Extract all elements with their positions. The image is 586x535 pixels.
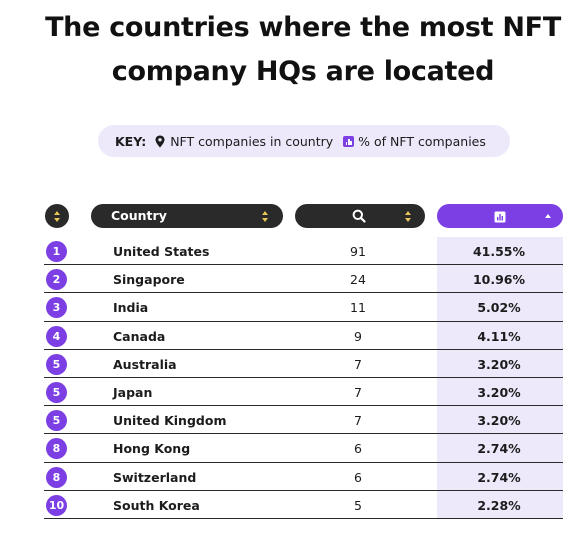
count-cell: 7 bbox=[354, 413, 362, 429]
percent-cell: 3.20% bbox=[477, 413, 521, 429]
page-title: The countries where the most NFT company… bbox=[0, 6, 586, 94]
table-row: 10 South Korea 5 2.28% bbox=[44, 491, 563, 519]
location-pin-icon bbox=[155, 135, 165, 148]
sort-icon bbox=[405, 211, 412, 222]
title-line-1: The countries where the most NFT bbox=[45, 12, 561, 43]
table-row: 2 Singapore 24 10.96% bbox=[44, 265, 563, 294]
country-cell: United Kingdom bbox=[113, 413, 227, 429]
table-row: 4 Canada 9 4.11% bbox=[44, 322, 563, 350]
count-cell: 9 bbox=[354, 328, 362, 344]
country-cell: Australia bbox=[113, 356, 177, 372]
country-cell: Japan bbox=[113, 384, 153, 400]
country-cell: Singapore bbox=[113, 272, 185, 288]
search-icon bbox=[352, 209, 366, 228]
key-label: KEY: bbox=[115, 133, 147, 149]
percent-cell: 2.28% bbox=[477, 497, 521, 513]
country-sort-button[interactable]: Country bbox=[91, 204, 283, 228]
count-cell: 6 bbox=[354, 441, 362, 457]
percent-cell: 5.02% bbox=[477, 300, 521, 316]
rank-badge: 5 bbox=[46, 353, 67, 375]
rank-badge: 4 bbox=[46, 325, 67, 347]
table-row: 3 India 11 5.02% bbox=[44, 293, 563, 322]
percent-cell: 2.74% bbox=[477, 441, 521, 457]
percent-cell: 10.96% bbox=[472, 272, 526, 288]
count-cell: 6 bbox=[354, 469, 362, 485]
count-cell: 5 bbox=[354, 497, 362, 513]
table-row: 8 Hong Kong 6 2.74% bbox=[44, 434, 563, 463]
sort-icon bbox=[262, 211, 269, 222]
chevron-up-icon bbox=[545, 214, 551, 218]
count-cell: 7 bbox=[354, 356, 362, 372]
table-row: 5 United Kingdom 7 3.20% bbox=[44, 406, 563, 435]
sort-icon bbox=[53, 211, 61, 222]
percent-cell: 3.20% bbox=[477, 384, 521, 400]
rank-sort-button[interactable] bbox=[45, 204, 69, 228]
country-table: 1 United States 91 41.55% 2 Singapore 24 10.96%… bbox=[44, 237, 563, 519]
country-cell: India bbox=[113, 300, 149, 316]
country-cell: South Korea bbox=[113, 497, 200, 513]
rank-badge: 2 bbox=[46, 269, 67, 291]
table-row: 5 Australia 7 3.20% bbox=[44, 350, 563, 378]
percent-cell: 2.74% bbox=[477, 469, 521, 485]
country-cell: Hong Kong bbox=[113, 441, 191, 457]
country-header-label: Country bbox=[111, 208, 167, 223]
percent-cell: 4.11% bbox=[477, 328, 521, 344]
key-legend: KEY: NFT companies in country % of NFT c… bbox=[98, 125, 510, 157]
key-item-percent-label: % of NFT companies bbox=[358, 133, 486, 149]
rank-badge: 8 bbox=[46, 438, 67, 460]
rank-badge: 3 bbox=[46, 297, 67, 319]
table-row: 1 United States 91 41.55% bbox=[44, 237, 563, 266]
country-cell: Switzerland bbox=[113, 469, 197, 485]
percent-cell: 3.20% bbox=[477, 356, 521, 372]
count-cell: 91 bbox=[350, 244, 366, 259]
count-cell: 11 bbox=[350, 300, 366, 316]
title-line-2: company HQs are located bbox=[111, 56, 495, 87]
count-sort-button[interactable] bbox=[295, 204, 425, 228]
key-item-count-label: NFT companies in country bbox=[170, 133, 334, 149]
percent-cell: 41.55% bbox=[472, 244, 526, 259]
count-cell: 24 bbox=[350, 272, 366, 288]
rank-badge: 8 bbox=[46, 466, 67, 488]
percent-sort-button[interactable] bbox=[437, 204, 563, 228]
country-cell: Canada bbox=[113, 328, 166, 344]
bar-chart-icon bbox=[343, 135, 355, 147]
rank-badge: 10 bbox=[46, 494, 67, 516]
bar-chart-icon bbox=[494, 210, 506, 228]
table-row: 5 Japan 7 3.20% bbox=[44, 378, 563, 407]
percent-column-highlight bbox=[437, 237, 563, 519]
country-cell: United States bbox=[113, 244, 210, 259]
rank-badge: 1 bbox=[46, 241, 67, 262]
rank-badge: 5 bbox=[46, 381, 67, 403]
count-cell: 7 bbox=[354, 384, 362, 400]
table-row: 8 Switzerland 6 2.74% bbox=[44, 463, 563, 491]
rank-badge: 5 bbox=[46, 410, 67, 432]
